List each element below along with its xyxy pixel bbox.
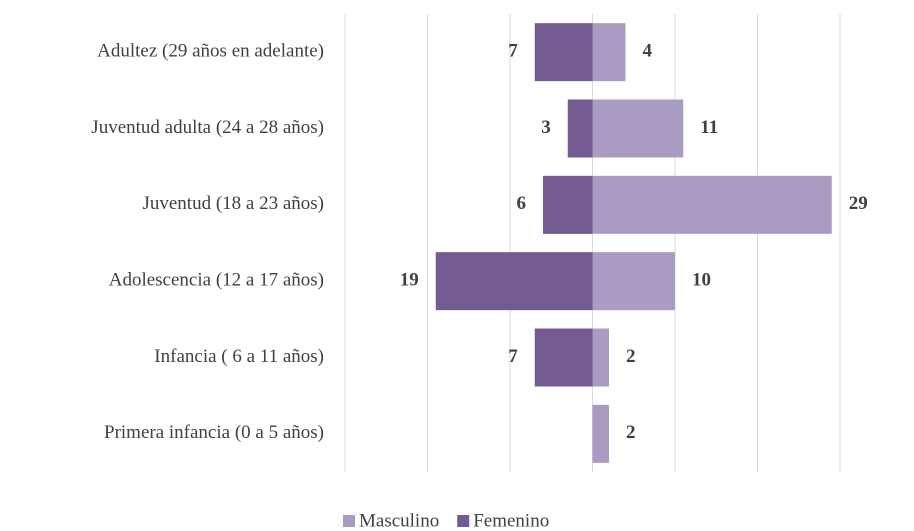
legend-swatch [343, 515, 355, 527]
value-label: 4 [643, 41, 653, 62]
bar [592, 99, 684, 158]
bar [534, 328, 593, 387]
y-tick-label: Adolescencia (12 a 17 años) [109, 270, 324, 291]
bar [592, 23, 626, 82]
value-label: 19 [400, 270, 419, 291]
value-label: 11 [700, 117, 718, 138]
bar [592, 175, 832, 234]
legend-swatch [457, 515, 470, 527]
bar [592, 404, 609, 463]
bar [592, 252, 675, 311]
value-label: 7 [508, 41, 518, 62]
y-tick-label: Infancia ( 6 a 11 años) [154, 346, 324, 367]
value-label: 29 [849, 193, 868, 214]
y-tick-label: Adultez (29 años en adelante) [97, 41, 324, 62]
value-label: 7 [508, 346, 518, 367]
value-label: 6 [517, 193, 527, 214]
legend-label: Masculino [359, 510, 439, 531]
legend-label: Femenino [473, 510, 549, 531]
value-label: 2 [626, 346, 636, 367]
bar [592, 328, 609, 387]
bar [534, 23, 593, 82]
bar [543, 175, 593, 234]
y-tick-label: Juventud adulta (24 a 28 años) [91, 117, 324, 138]
bar [567, 99, 593, 158]
value-label: 10 [692, 270, 711, 291]
y-tick-label: Juventud (18 a 23 años) [142, 193, 324, 214]
y-tick-label: Primera infancia (0 a 5 años) [104, 422, 324, 443]
bar [435, 252, 593, 311]
value-label: 3 [541, 117, 551, 138]
value-label: 2 [626, 422, 636, 443]
